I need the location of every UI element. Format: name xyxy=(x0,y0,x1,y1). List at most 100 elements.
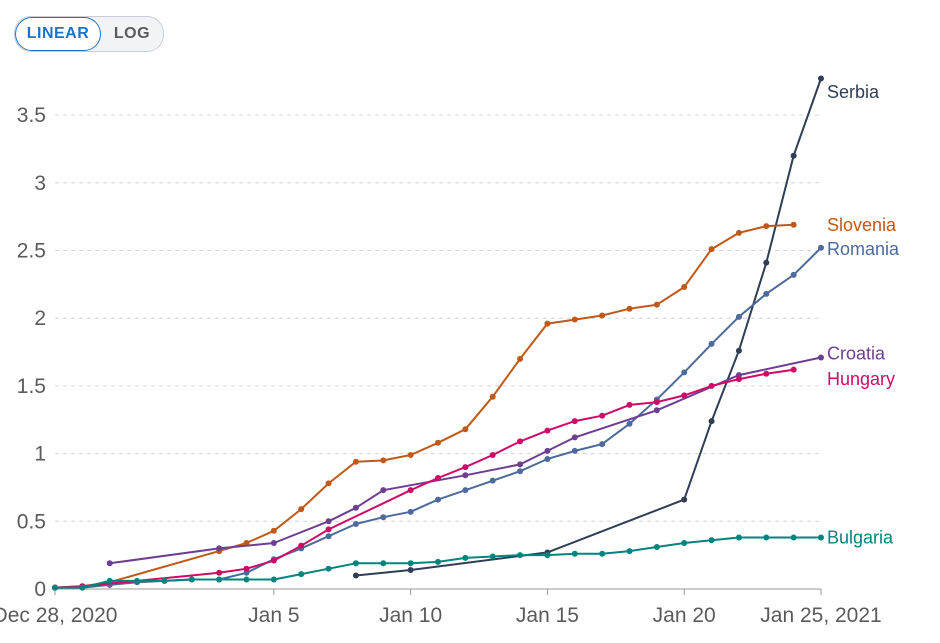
data-point-croatia[interactable] xyxy=(818,354,824,361)
data-point-romania[interactable] xyxy=(380,514,387,521)
data-point-bulgaria[interactable] xyxy=(52,584,58,591)
data-point-serbia[interactable] xyxy=(352,572,359,579)
data-point-bulgaria[interactable] xyxy=(544,552,551,559)
data-point-slovenia[interactable] xyxy=(790,221,797,228)
data-point-romania[interactable] xyxy=(435,496,441,503)
data-point-bulgaria[interactable] xyxy=(571,550,578,557)
data-point-hungary[interactable] xyxy=(653,399,660,406)
data-point-slovenia[interactable] xyxy=(243,539,250,546)
data-point-croatia[interactable] xyxy=(352,504,359,511)
data-point-slovenia[interactable] xyxy=(352,458,359,465)
data-point-bulgaria[interactable] xyxy=(352,560,359,567)
data-point-bulgaria[interactable] xyxy=(243,576,250,583)
data-point-croatia[interactable] xyxy=(106,560,113,567)
data-point-romania[interactable] xyxy=(517,468,524,475)
data-point-hungary[interactable] xyxy=(298,542,305,549)
data-point-serbia[interactable] xyxy=(763,259,770,266)
data-point-bulgaria[interactable] xyxy=(763,534,770,541)
data-point-croatia[interactable] xyxy=(216,545,223,552)
data-point-slovenia[interactable] xyxy=(489,393,496,400)
data-point-bulgaria[interactable] xyxy=(517,552,524,559)
data-point-hungary[interactable] xyxy=(763,370,770,377)
data-point-slovenia[interactable] xyxy=(571,316,578,323)
data-point-romania[interactable] xyxy=(489,477,496,484)
data-point-bulgaria[interactable] xyxy=(188,576,195,583)
data-point-romania[interactable] xyxy=(462,487,469,494)
data-point-slovenia[interactable] xyxy=(626,305,633,312)
log-scale-button[interactable]: LOG xyxy=(113,25,151,42)
data-point-bulgaria[interactable] xyxy=(735,534,742,541)
data-point-romania[interactable] xyxy=(571,447,578,454)
data-point-bulgaria[interactable] xyxy=(380,560,387,567)
data-point-serbia[interactable] xyxy=(818,75,824,82)
data-point-slovenia[interactable] xyxy=(763,223,770,230)
data-point-hungary[interactable] xyxy=(735,376,742,383)
linear-scale-button[interactable]: LINEAR xyxy=(15,17,101,51)
data-point-serbia[interactable] xyxy=(407,567,414,574)
data-point-serbia[interactable] xyxy=(681,496,688,503)
data-point-slovenia[interactable] xyxy=(298,506,305,513)
data-point-romania[interactable] xyxy=(681,369,688,376)
data-point-slovenia[interactable] xyxy=(435,439,441,446)
data-point-bulgaria[interactable] xyxy=(790,534,797,541)
data-point-croatia[interactable] xyxy=(653,407,660,414)
data-point-bulgaria[interactable] xyxy=(681,539,688,546)
data-point-bulgaria[interactable] xyxy=(435,558,441,565)
data-point-slovenia[interactable] xyxy=(544,320,551,327)
data-point-bulgaria[interactable] xyxy=(599,550,606,557)
data-point-hungary[interactable] xyxy=(626,401,633,408)
data-point-croatia[interactable] xyxy=(571,434,578,441)
data-point-hungary[interactable] xyxy=(571,418,578,425)
data-point-romania[interactable] xyxy=(626,420,633,427)
data-point-hungary[interactable] xyxy=(407,487,414,494)
data-point-slovenia[interactable] xyxy=(325,480,332,487)
data-point-bulgaria[interactable] xyxy=(462,554,469,561)
data-point-slovenia[interactable] xyxy=(462,426,469,433)
data-point-hungary[interactable] xyxy=(599,412,606,419)
data-point-romania[interactable] xyxy=(763,290,770,297)
data-point-hungary[interactable] xyxy=(243,565,250,572)
data-point-bulgaria[interactable] xyxy=(216,576,223,583)
data-point-croatia[interactable] xyxy=(462,472,469,479)
data-point-slovenia[interactable] xyxy=(653,301,660,308)
data-point-bulgaria[interactable] xyxy=(79,584,86,591)
data-point-bulgaria[interactable] xyxy=(818,534,824,541)
data-point-hungary[interactable] xyxy=(681,392,688,399)
data-point-slovenia[interactable] xyxy=(270,527,277,534)
data-point-slovenia[interactable] xyxy=(380,457,387,464)
data-point-bulgaria[interactable] xyxy=(161,577,168,584)
data-point-bulgaria[interactable] xyxy=(626,548,633,555)
data-point-romania[interactable] xyxy=(407,508,414,515)
data-point-slovenia[interactable] xyxy=(681,284,688,291)
data-point-slovenia[interactable] xyxy=(599,312,606,319)
data-point-romania[interactable] xyxy=(352,521,359,528)
data-point-bulgaria[interactable] xyxy=(708,537,715,544)
data-point-bulgaria[interactable] xyxy=(407,560,414,567)
data-point-romania[interactable] xyxy=(544,456,551,463)
data-point-serbia[interactable] xyxy=(735,347,742,354)
data-point-romania[interactable] xyxy=(708,340,715,347)
data-point-hungary[interactable] xyxy=(790,366,797,373)
data-point-hungary[interactable] xyxy=(270,557,277,564)
data-point-bulgaria[interactable] xyxy=(106,577,113,584)
data-point-bulgaria[interactable] xyxy=(489,553,496,560)
data-point-slovenia[interactable] xyxy=(708,246,715,253)
data-point-bulgaria[interactable] xyxy=(653,544,660,551)
data-point-hungary[interactable] xyxy=(489,451,496,458)
data-point-croatia[interactable] xyxy=(380,487,387,494)
data-point-croatia[interactable] xyxy=(544,447,551,454)
data-point-hungary[interactable] xyxy=(544,427,551,434)
data-point-hungary[interactable] xyxy=(517,438,524,445)
data-point-croatia[interactable] xyxy=(517,461,524,468)
data-point-hungary[interactable] xyxy=(462,464,469,471)
data-point-romania[interactable] xyxy=(790,271,797,278)
data-point-bulgaria[interactable] xyxy=(298,571,305,578)
data-point-slovenia[interactable] xyxy=(517,355,524,362)
data-point-hungary[interactable] xyxy=(325,526,332,533)
data-point-slovenia[interactable] xyxy=(407,451,414,458)
data-point-hungary[interactable] xyxy=(216,569,223,576)
data-point-romania[interactable] xyxy=(735,313,742,320)
data-point-serbia[interactable] xyxy=(708,418,715,425)
data-point-croatia[interactable] xyxy=(270,539,277,546)
data-point-bulgaria[interactable] xyxy=(325,565,332,572)
